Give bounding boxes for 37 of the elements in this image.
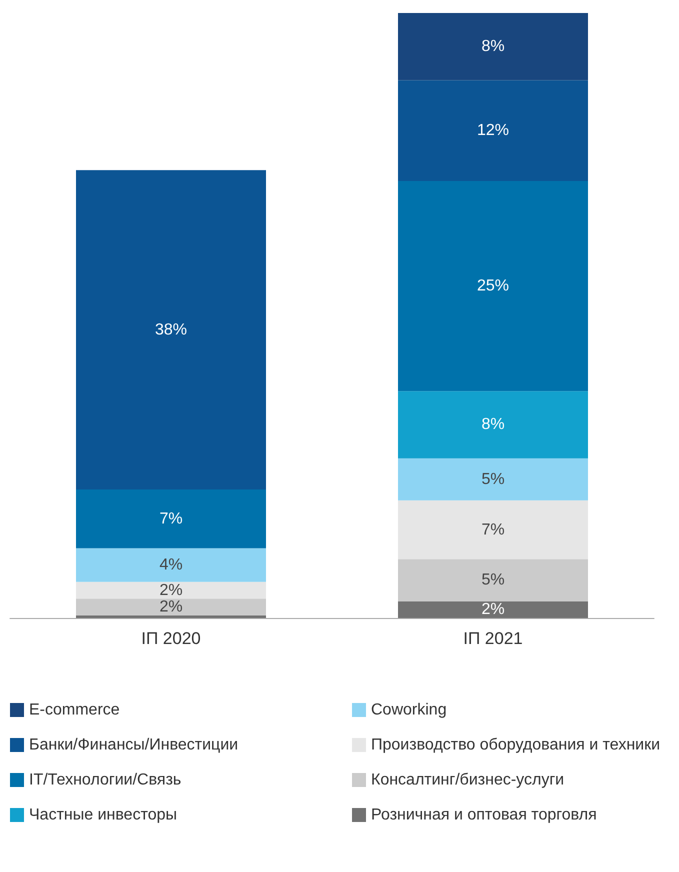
bar — [398, 458, 588, 500]
x-tick-label: IП 2020 — [141, 629, 201, 648]
legend-label: Розничная и оптовая торговля — [371, 806, 597, 824]
bar — [76, 615, 266, 618]
bar — [76, 548, 266, 582]
data-label: 4% — [159, 556, 183, 574]
data-label: 2% — [481, 601, 505, 618]
data-label: 7% — [481, 521, 505, 538]
bar — [398, 391, 588, 458]
legend-label: Частные инвесторы — [29, 806, 178, 824]
data-label: 2% — [159, 582, 183, 599]
legend-label: E-commerce — [29, 702, 120, 718]
data-label: 5% — [481, 470, 505, 488]
legend-label: Coworking — [371, 702, 447, 718]
bar — [76, 582, 266, 599]
data-label: 38% — [154, 321, 188, 338]
x-tick-label: IП 2021 — [463, 629, 523, 648]
legend-label: Банки/Финансы/Инвестиции — [29, 736, 238, 754]
data-label: 2% — [159, 598, 183, 616]
bar — [398, 181, 588, 392]
bar — [398, 559, 588, 602]
legend-label: Консалтинг/бизнес-услуги — [371, 772, 564, 788]
bar — [76, 170, 266, 490]
legend-label: IT/Технологии/Связь — [29, 772, 182, 788]
data-label: 8% — [481, 38, 505, 56]
data-label: 5% — [481, 572, 505, 589]
data-label: 25% — [476, 278, 510, 295]
bar — [398, 13, 588, 80]
data-label: 8% — [481, 416, 505, 434]
bar — [76, 489, 266, 548]
bar — [76, 598, 266, 616]
data-label: 7% — [159, 510, 183, 528]
data-label: 12% — [476, 122, 510, 140]
legend-label: Производство оборудования и техники — [371, 736, 660, 754]
bar — [398, 500, 588, 560]
bar — [398, 80, 588, 182]
bar — [398, 601, 588, 618]
